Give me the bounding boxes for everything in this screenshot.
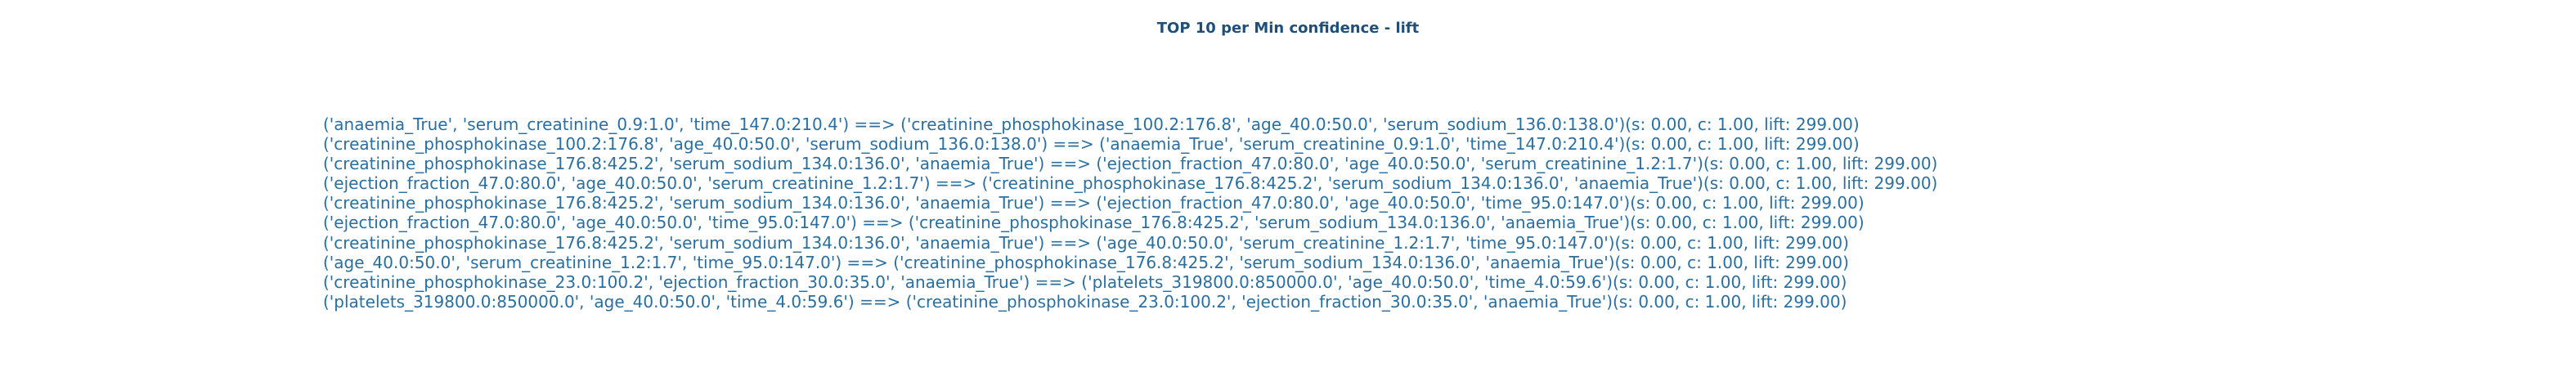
rule-line: ('creatinine_phosphokinase_23.0:100.2', … — [323, 272, 1847, 292]
rule-line: ('anaemia_True', 'serum_creatinine_0.9:1… — [323, 114, 1860, 134]
rule-line: ('platelets_319800.0:850000.0', 'age_40.… — [323, 291, 1847, 312]
rule-line: ('age_40.0:50.0', 'serum_creatinine_1.2:… — [323, 252, 1849, 272]
chart-title: TOP 10 per Min confidence - lift — [1156, 20, 1420, 37]
rule-line: ('creatinine_phosphokinase_176.8:425.2',… — [323, 232, 1849, 253]
rules-list: ('anaemia_True', 'serum_creatinine_0.9:1… — [323, 114, 1937, 312]
rule-line: ('ejection_fraction_47.0:80.0', 'age_40.… — [323, 213, 1865, 233]
rule-line: ('creatinine_phosphokinase_100.2:176.8',… — [323, 134, 1860, 155]
rule-line: ('ejection_fraction_47.0:80.0', 'age_40.… — [323, 173, 1938, 194]
rule-line: ('creatinine_phosphokinase_176.8:425.2',… — [323, 154, 1938, 174]
rule-line: ('creatinine_phosphokinase_176.8:425.2',… — [323, 193, 1865, 213]
